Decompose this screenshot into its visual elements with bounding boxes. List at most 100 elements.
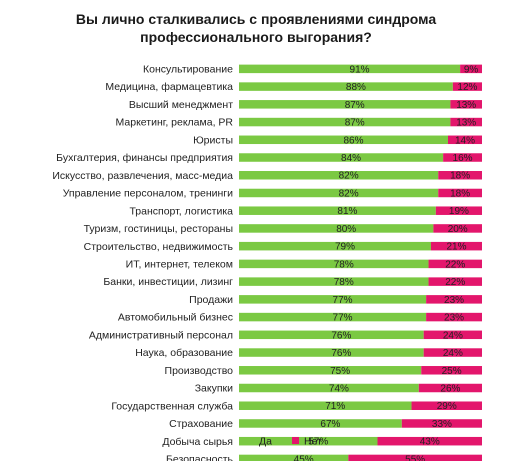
bar-no xyxy=(438,188,482,198)
category-label: Безопасность xyxy=(166,454,234,461)
chart-title: Вы лично сталкивались с проявлениями син… xyxy=(75,11,437,45)
data-label-no: 22% xyxy=(445,277,465,288)
data-label-yes: 74% xyxy=(329,384,349,395)
category-label: Транспорт, логистика xyxy=(129,205,233,217)
bar-yes xyxy=(239,64,461,74)
data-label-no: 22% xyxy=(445,259,465,270)
category-label: Бухгалтерия, финансы предприятия xyxy=(56,152,233,164)
data-label-no: 19% xyxy=(449,206,469,217)
data-label-no: 13% xyxy=(456,118,476,129)
bar-no xyxy=(428,259,482,269)
bar-no xyxy=(401,419,482,428)
data-label-no: 26% xyxy=(440,384,460,395)
data-label-no: 9% xyxy=(464,64,479,75)
bar-yes xyxy=(239,419,402,428)
bar-no xyxy=(443,153,482,162)
category-label: Высший менеджмент xyxy=(129,99,233,111)
bar-no xyxy=(428,277,482,286)
category-label: Юристы xyxy=(193,134,233,146)
bar-no xyxy=(423,330,482,340)
data-label-yes: 88% xyxy=(346,82,366,93)
category-label: Искусство, развлечения, масс-медиа xyxy=(52,170,233,182)
data-label-yes: 71% xyxy=(325,401,345,412)
category-label: Производство xyxy=(165,365,234,377)
bar-yes xyxy=(239,100,451,109)
bar-no xyxy=(377,436,482,446)
data-label-yes: 78% xyxy=(334,259,354,270)
data-label-yes: 77% xyxy=(333,313,353,324)
category-label: Административный персонал xyxy=(89,329,233,341)
bar-no xyxy=(450,100,482,109)
data-label-no: 24% xyxy=(443,348,463,359)
data-label-no: 25% xyxy=(442,366,462,377)
data-label-yes: 76% xyxy=(331,330,351,341)
bar-no xyxy=(411,401,482,410)
legend-label-no: Нет xyxy=(304,436,322,448)
category-label: Автомобильный бизнес xyxy=(118,312,233,324)
bar-no xyxy=(430,241,482,251)
category-label: Страхование xyxy=(169,418,233,430)
category-label: Туризм, гостиницы, рестораны xyxy=(84,223,233,235)
data-label-no: 18% xyxy=(450,171,470,182)
bar-yes xyxy=(239,383,419,393)
data-label-yes: 76% xyxy=(331,348,351,359)
bar-yes xyxy=(239,295,427,304)
data-label-no: 20% xyxy=(448,224,468,235)
data-label-no: 13% xyxy=(456,100,476,111)
category-label: Строительство, недвижимость xyxy=(84,241,234,253)
bar-no xyxy=(423,348,482,357)
bar-no xyxy=(348,454,482,461)
data-label-yes: 91% xyxy=(350,64,370,75)
bar-yes xyxy=(239,135,448,145)
category-label: ИТ, интернет, телеком xyxy=(126,258,233,270)
legend-label-yes: Да xyxy=(259,436,272,448)
bar-no xyxy=(452,82,482,91)
data-label-yes: 82% xyxy=(339,171,359,182)
data-label-no: 33% xyxy=(432,419,452,430)
bar-yes xyxy=(239,153,444,162)
bar-yes xyxy=(239,82,453,91)
bar-yes xyxy=(239,188,439,198)
category-label: Медицина, фармацевтика xyxy=(105,81,233,93)
bar-no xyxy=(435,206,482,215)
data-label-yes: 75% xyxy=(330,366,350,377)
category-label: Государственная служба xyxy=(111,400,233,412)
bar-yes xyxy=(239,401,412,410)
bar-yes xyxy=(239,259,429,269)
data-label-no: 29% xyxy=(437,401,457,412)
data-label-yes: 86% xyxy=(343,135,363,146)
data-label-no: 23% xyxy=(444,295,464,306)
bar-yes xyxy=(239,170,439,180)
bar-yes xyxy=(239,241,431,251)
bar-yes xyxy=(239,348,424,357)
bar-yes xyxy=(239,312,427,322)
category-label: Наука, образование xyxy=(135,347,233,359)
bar-yes xyxy=(239,330,424,340)
data-label-no: 16% xyxy=(453,153,473,164)
bar-no xyxy=(460,64,482,74)
data-label-no: 23% xyxy=(444,313,464,324)
bar-no xyxy=(426,295,482,304)
bar-yes xyxy=(239,224,434,233)
bar-no xyxy=(447,135,482,145)
bar-no xyxy=(426,312,482,322)
category-label: Закупки xyxy=(195,383,233,395)
data-label-yes: 57% xyxy=(308,437,328,448)
category-label: Управление персоналом, тренинги xyxy=(63,188,233,200)
data-label-no: 24% xyxy=(443,330,463,341)
legend-swatch-yes xyxy=(247,437,254,444)
data-label-yes: 79% xyxy=(335,242,355,253)
bar-yes xyxy=(239,117,451,127)
bar-yes xyxy=(239,206,436,215)
data-label-yes: 80% xyxy=(336,224,356,235)
data-label-no: 43% xyxy=(420,437,440,448)
category-label: Продажи xyxy=(189,294,233,306)
data-label-yes: 67% xyxy=(320,419,340,430)
category-label: Добыча сырья xyxy=(162,436,233,448)
category-label: Банки, инвестиции, лизинг xyxy=(103,276,233,288)
data-label-yes: 87% xyxy=(345,118,365,129)
bar-yes xyxy=(239,436,378,446)
bar-no xyxy=(433,224,482,233)
data-label-no: 21% xyxy=(446,242,466,253)
